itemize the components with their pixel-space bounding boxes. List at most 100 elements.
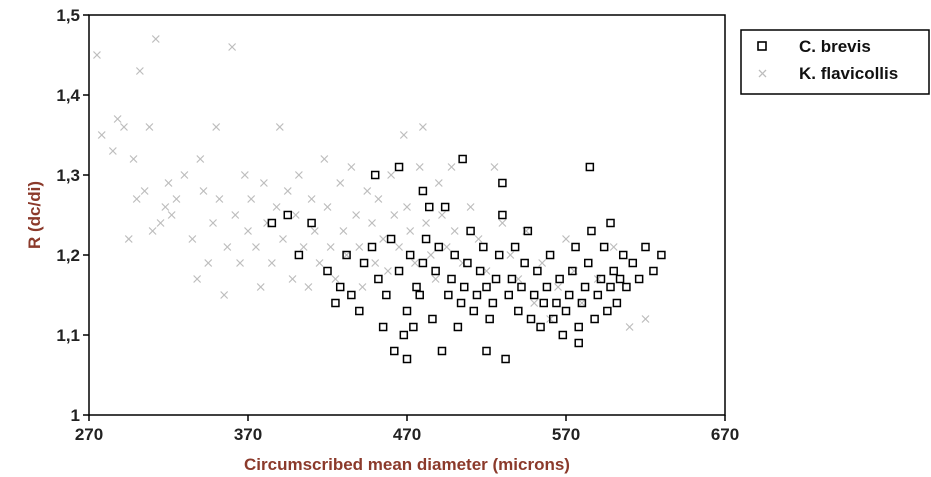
data-point-c-brevis <box>526 314 536 324</box>
data-point-k-flavicollis <box>368 219 376 227</box>
data-point-k-flavicollis <box>490 163 499 171</box>
data-point-k-flavicollis <box>474 235 483 243</box>
data-point-k-flavicollis <box>374 195 383 203</box>
data-point-k-flavicollis <box>204 259 213 267</box>
data-point-c-brevis <box>402 354 412 364</box>
data-point-c-brevis <box>428 314 437 324</box>
data-point-k-flavicollis <box>355 243 364 251</box>
data-point-c-brevis <box>501 354 510 364</box>
data-point-c-brevis <box>584 258 593 268</box>
data-point-k-flavicollis <box>411 259 419 267</box>
data-point-k-flavicollis <box>97 131 106 139</box>
data-point-c-brevis <box>542 282 552 292</box>
data-point-k-flavicollis <box>180 171 189 179</box>
data-point-c-brevis <box>520 258 529 268</box>
data-point-c-brevis <box>437 346 447 356</box>
data-point-k-flavicollis <box>387 171 396 179</box>
data-point-k-flavicollis <box>209 219 217 227</box>
data-point-c-brevis <box>609 266 618 276</box>
data-point-k-flavicollis <box>625 323 634 331</box>
data-point-c-brevis <box>612 298 622 308</box>
data-point-c-brevis <box>307 218 316 228</box>
data-point-k-flavicollis <box>291 211 300 219</box>
data-point-k-flavicollis <box>434 179 443 187</box>
data-point-k-flavicollis <box>140 187 149 195</box>
data-point-c-brevis <box>458 154 467 164</box>
data-point-c-brevis <box>415 290 424 300</box>
data-point-k-flavicollis <box>304 283 313 291</box>
data-point-k-flavicollis <box>132 195 141 203</box>
data-point-c-brevis <box>622 282 631 292</box>
series-k-flavicollis <box>93 35 650 331</box>
data-point-k-flavicollis <box>283 187 292 195</box>
data-point-c-brevis <box>421 234 431 244</box>
data-point-c-brevis <box>571 242 580 252</box>
data-point-c-brevis <box>382 290 391 300</box>
data-point-k-flavicollis <box>310 227 319 235</box>
data-point-k-flavicollis <box>93 51 101 59</box>
data-point-c-brevis <box>498 210 507 220</box>
data-point-c-brevis <box>517 282 526 292</box>
data-point-c-brevis <box>444 290 453 300</box>
legend-label-c-brevis: C. brevis <box>799 37 871 56</box>
data-point-k-flavicollis <box>247 195 256 203</box>
data-point-c-brevis <box>564 290 574 300</box>
data-point-k-flavicollis <box>403 203 411 211</box>
data-point-c-brevis <box>370 170 380 180</box>
data-point-c-brevis <box>587 226 596 236</box>
data-point-k-flavicollis <box>220 291 229 299</box>
data-point-k-flavicollis <box>438 211 446 219</box>
data-point-k-flavicollis <box>323 203 332 211</box>
data-point-k-flavicollis <box>347 163 356 171</box>
data-point-c-brevis <box>412 282 421 292</box>
x-tick-label: 270 <box>75 425 103 444</box>
data-point-c-brevis <box>294 250 304 260</box>
data-point-k-flavicollis <box>371 259 380 267</box>
y-tick-label: 1 <box>71 406 80 425</box>
y-tick-label: 1,2 <box>56 246 80 265</box>
data-point-c-brevis <box>475 266 485 276</box>
data-point-k-flavicollis <box>442 243 451 251</box>
data-point-k-flavicollis <box>196 155 205 163</box>
data-point-k-flavicollis <box>164 179 173 187</box>
data-point-c-brevis <box>359 258 369 268</box>
data-point-k-flavicollis <box>244 227 252 235</box>
legend: C. brevis K. flavicollis <box>740 29 930 95</box>
data-point-c-brevis <box>390 346 399 356</box>
data-point-c-brevis <box>394 266 404 276</box>
data-point-k-flavicollis <box>352 211 361 219</box>
data-point-k-flavicollis <box>326 243 335 251</box>
data-point-k-flavicollis <box>538 259 547 267</box>
data-point-k-flavicollis <box>554 283 562 291</box>
data-point-c-brevis <box>510 242 520 252</box>
data-point-k-flavicollis <box>259 179 268 187</box>
data-point-k-flavicollis <box>272 203 281 211</box>
legend-label-k-flavicollis: K. flavicollis <box>799 64 898 83</box>
data-point-c-brevis <box>615 274 625 284</box>
data-point-c-brevis <box>593 290 603 300</box>
data-point-k-flavicollis <box>331 275 340 283</box>
data-point-c-brevis <box>545 250 555 260</box>
data-point-k-flavicollis <box>383 267 392 275</box>
data-point-k-flavicollis <box>418 123 427 131</box>
data-point-c-brevis <box>479 242 488 252</box>
data-point-c-brevis <box>628 258 638 268</box>
data-point-k-flavicollis <box>577 299 586 307</box>
data-point-c-brevis <box>463 258 472 268</box>
data-point-c-brevis <box>386 234 396 244</box>
data-point-c-brevis <box>405 250 415 260</box>
data-point-c-brevis <box>267 218 277 228</box>
data-point-k-flavicollis <box>172 195 181 203</box>
x-tick-label: 670 <box>711 425 739 444</box>
y-axis-label: R (dc/di) <box>25 181 44 249</box>
data-point-k-flavicollis <box>294 171 303 179</box>
data-point-k-flavicollis <box>129 155 138 163</box>
legend-marker-c-brevis <box>757 41 767 51</box>
data-point-k-flavicollis <box>231 211 240 219</box>
data-point-k-flavicollis <box>506 251 515 259</box>
data-point-k-flavicollis <box>363 187 372 195</box>
data-point-c-brevis <box>431 266 440 276</box>
data-point-c-brevis <box>469 306 479 316</box>
data-point-k-flavicollis <box>263 219 272 227</box>
data-point-c-brevis <box>342 250 351 260</box>
